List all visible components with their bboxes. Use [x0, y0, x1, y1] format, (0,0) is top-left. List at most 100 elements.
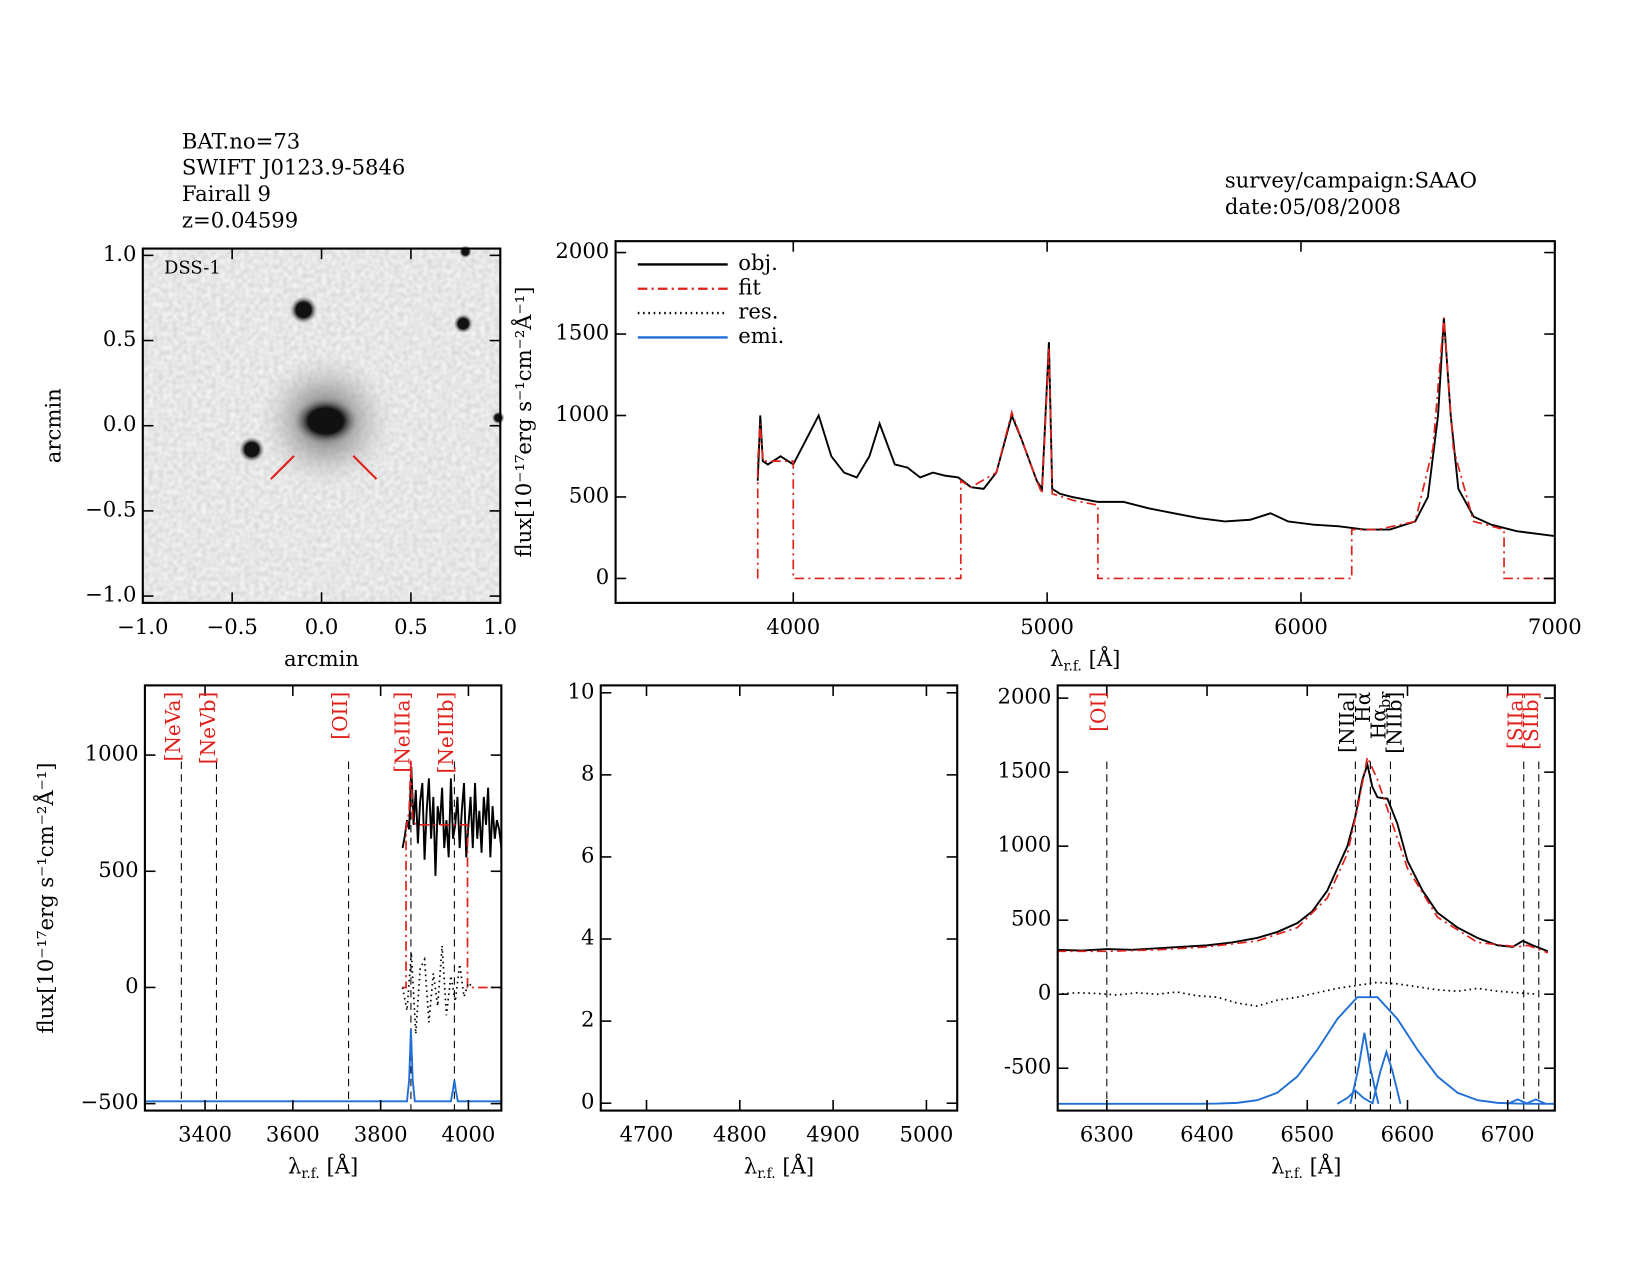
header-line: z=0.04599 — [182, 208, 298, 233]
x-tick-label: 6600 — [1381, 1121, 1435, 1146]
galaxy-core — [294, 397, 358, 445]
image-content — [142, 245, 505, 603]
y-tick-label: 0.0 — [103, 411, 137, 436]
x-axis-label-gap — [776, 1153, 783, 1178]
star — [491, 411, 505, 425]
line-label: [NeVb] — [196, 692, 220, 764]
line-label: [SIIb] — [1519, 692, 1543, 750]
x-axis-label: λr.f. [Å] — [288, 1153, 358, 1181]
axis-frame — [614, 240, 1556, 604]
x-axis-label: λr.f. [Å] — [1050, 646, 1120, 674]
axis-frame — [1056, 684, 1556, 1112]
x-axis-label-main: λ — [744, 1153, 757, 1178]
y-axis-label: arcmin — [41, 388, 66, 463]
y-tick-label: 8 — [581, 760, 594, 785]
x-axis-label-unit: [Å] — [1310, 1153, 1342, 1178]
y-tick-label: 0 — [596, 564, 609, 589]
series-line — [1507, 1098, 1529, 1105]
x-axis-label-sub: r.f. — [1063, 658, 1081, 674]
y-tick-label: −1.0 — [85, 582, 136, 607]
x-tick-label: 3800 — [354, 1121, 408, 1146]
x-tick-label: −1.0 — [117, 614, 168, 639]
series-line — [401, 945, 474, 1034]
x-axis-label-unit: [Å] — [782, 1153, 814, 1178]
line-label-text: [NeIIIb] — [433, 692, 457, 774]
x-axis-label: λr.f. [Å] — [1271, 1153, 1341, 1181]
x-tick-label: 0.0 — [305, 614, 339, 639]
y-tick-label: 1000 — [85, 741, 139, 766]
x-axis-label: λr.f. [Å] — [744, 1153, 814, 1181]
y-axis-label: flux[10⁻¹⁷erg s⁻¹cm⁻²Å⁻¹] — [511, 287, 536, 558]
y-tick-label: 1500 — [998, 758, 1052, 783]
panel: 6300 6400 6500 6600 6700 -500 0 500 1000 1500 2000… — [998, 684, 1556, 1182]
legend-label: obj. — [738, 250, 778, 275]
target-marker — [352, 455, 378, 480]
line-label: [OI] — [1086, 692, 1110, 732]
x-tick-label: 4000 — [442, 1121, 496, 1146]
x-tick-label: 6000 — [1274, 614, 1328, 639]
x-tick-label: 4800 — [713, 1121, 767, 1146]
plot-area — [756, 317, 1555, 580]
x-axis-label-gap — [1303, 1153, 1310, 1178]
series-line — [1057, 996, 1555, 1105]
y-tick-label: 1000 — [555, 401, 609, 426]
line-label: [SIIa] — [1503, 692, 1527, 749]
plot-area — [1057, 754, 1555, 1111]
y-tick-label: 2000 — [555, 238, 609, 263]
x-tick-label: 6300 — [1080, 1121, 1134, 1146]
x-axis-label-main: λ — [1271, 1153, 1284, 1178]
legend-label: res. — [738, 299, 778, 324]
legend-label: emi. — [738, 323, 784, 348]
line-label-text: [OII] — [328, 692, 352, 740]
y-tick-label: 500 — [569, 482, 609, 507]
x-tick-label: 5000 — [1020, 614, 1074, 639]
x-tick-label: 0.5 — [394, 614, 428, 639]
y-tick-label: 2 — [581, 1007, 594, 1032]
x-tick-label: −0.5 — [206, 614, 257, 639]
line-label: Hα — [1350, 691, 1374, 723]
x-axis-label-sub: r.f. — [1285, 1166, 1303, 1182]
x-axis-label-sub: r.f. — [757, 1166, 775, 1182]
line-label: Hαbr — [1366, 691, 1394, 740]
line-label-text: [NeVa] — [160, 692, 184, 762]
y-tick-label: −500 — [80, 1089, 138, 1114]
x-tick-label: 6700 — [1481, 1121, 1535, 1146]
line-label-text: Hα — [1350, 691, 1374, 723]
plot-area — [144, 759, 502, 1111]
series-line — [402, 759, 502, 989]
y-tick-label: 0 — [1038, 980, 1051, 1005]
x-axis-label-gap — [1082, 646, 1089, 671]
x-axis-label-main: arcmin — [284, 646, 359, 671]
x-axis-label-sub: r.f. — [301, 1166, 319, 1182]
header-line: SWIFT J0123.9-5846 — [182, 155, 405, 180]
y-tick-label: 1000 — [998, 832, 1052, 857]
y-tick-label: 500 — [1011, 906, 1051, 931]
line-label-text: [NIIa] — [1334, 692, 1358, 753]
y-axis-label: flux[10⁻¹⁷erg s⁻¹cm⁻²Å⁻¹] — [33, 763, 58, 1034]
line-label: [NIIa] — [1334, 692, 1358, 753]
y-tick-label: 10 — [568, 678, 595, 703]
series-line — [144, 1029, 502, 1103]
panel: 4700 4800 4900 5000 0 2 4 6 8 10 λr.f. [Å] — [568, 678, 959, 1182]
axis-frame — [599, 684, 959, 1112]
x-axis-label: arcmin — [284, 646, 359, 671]
y-tick-label: 0.5 — [103, 326, 137, 351]
target-marker — [270, 455, 295, 480]
x-tick-label: 5000 — [900, 1121, 954, 1146]
y-tick-label: 500 — [98, 857, 138, 882]
series-line — [756, 317, 1555, 580]
x-axis-label-gap — [320, 1153, 327, 1178]
line-label-text: [OI] — [1086, 692, 1110, 732]
y-tick-label: 6 — [581, 842, 594, 867]
line-label: [OII] — [328, 692, 352, 740]
figure-body: BAT.no=73 SWIFT J0123.9-5846 Fairall 9 z… — [33, 128, 1582, 1181]
line-label-sub: br — [1377, 691, 1394, 708]
line-label-text: Hα — [1366, 708, 1390, 740]
series-line — [1349, 1032, 1380, 1105]
x-axis-label-main: λ — [1050, 646, 1063, 671]
x-tick-label: 4000 — [766, 614, 820, 639]
y-tick-label: 4 — [581, 925, 594, 950]
line-label-text: [NIIb] — [1382, 692, 1406, 754]
y-tick-label: 0 — [125, 973, 138, 998]
